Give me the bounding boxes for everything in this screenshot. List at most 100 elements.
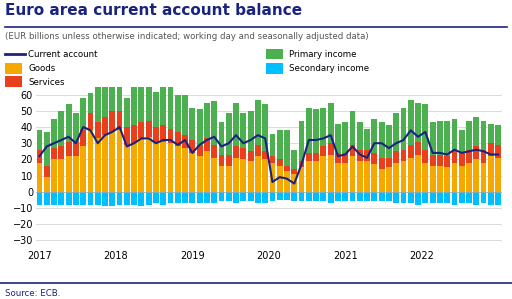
Bar <box>298 120 305 161</box>
Bar <box>58 147 64 159</box>
Bar <box>437 192 443 203</box>
Bar <box>298 161 305 167</box>
Bar <box>95 192 101 205</box>
Bar <box>197 145 203 156</box>
Bar <box>241 192 246 201</box>
Bar <box>386 158 392 167</box>
Bar <box>277 159 283 166</box>
Bar <box>328 143 334 155</box>
Bar <box>146 137 152 192</box>
Bar <box>386 167 392 192</box>
Bar <box>102 82 108 118</box>
Bar <box>102 135 108 192</box>
Bar <box>175 132 181 147</box>
Bar <box>175 147 181 192</box>
Bar <box>364 192 370 201</box>
Bar <box>459 166 464 192</box>
Bar <box>269 192 275 201</box>
Bar <box>44 177 50 192</box>
Bar <box>474 118 479 147</box>
Bar <box>80 147 86 192</box>
Bar <box>291 169 297 174</box>
Bar <box>313 109 319 153</box>
Bar <box>95 80 101 122</box>
Bar <box>197 156 203 192</box>
Bar <box>51 119 57 148</box>
Bar <box>138 122 144 138</box>
Bar <box>110 111 115 132</box>
Bar <box>160 192 166 205</box>
Bar <box>131 126 137 143</box>
Bar <box>371 192 377 201</box>
Bar <box>364 150 370 161</box>
Bar <box>248 161 253 192</box>
Bar <box>226 112 231 155</box>
Bar <box>66 104 72 142</box>
Bar <box>248 192 253 201</box>
Bar <box>219 122 224 155</box>
Bar <box>266 63 283 74</box>
Bar <box>73 112 79 142</box>
Bar <box>400 150 407 161</box>
Bar <box>437 166 443 192</box>
Bar <box>277 130 283 159</box>
Bar <box>73 156 79 192</box>
Bar <box>117 111 122 130</box>
Bar <box>36 130 42 150</box>
Bar <box>466 192 472 203</box>
Bar <box>233 192 239 203</box>
Bar <box>364 129 370 150</box>
Bar <box>226 166 231 192</box>
Bar <box>466 150 472 163</box>
Bar <box>474 192 479 205</box>
Bar <box>5 76 22 87</box>
Bar <box>306 192 312 201</box>
Bar <box>357 150 362 161</box>
Bar <box>481 192 486 203</box>
Bar <box>211 101 217 145</box>
Bar <box>219 166 224 192</box>
Bar <box>306 153 312 161</box>
Bar <box>321 156 326 192</box>
Bar <box>102 192 108 206</box>
Bar <box>189 108 195 140</box>
Bar <box>204 151 210 192</box>
Bar <box>102 118 108 135</box>
Bar <box>51 159 57 192</box>
Bar <box>408 192 414 203</box>
Bar <box>284 192 290 200</box>
Bar <box>430 155 436 166</box>
Bar <box>197 192 203 203</box>
Bar <box>58 111 64 147</box>
Bar <box>197 109 203 145</box>
Bar <box>44 166 50 177</box>
Bar <box>291 192 297 201</box>
Bar <box>175 192 181 203</box>
Bar <box>400 192 407 203</box>
Bar <box>73 142 79 156</box>
Bar <box>262 104 268 151</box>
Bar <box>422 104 428 150</box>
Bar <box>117 66 122 111</box>
Bar <box>233 158 239 192</box>
Bar <box>88 192 93 205</box>
Bar <box>313 153 319 161</box>
Bar <box>321 108 326 147</box>
Bar <box>488 124 494 143</box>
Bar <box>415 155 421 192</box>
Bar <box>95 138 101 192</box>
Bar <box>284 166 290 171</box>
Bar <box>131 143 137 192</box>
Bar <box>321 192 326 201</box>
Bar <box>350 192 355 201</box>
Bar <box>459 130 464 153</box>
Bar <box>44 192 50 205</box>
Bar <box>189 140 195 153</box>
Bar <box>422 150 428 163</box>
Bar <box>495 126 501 145</box>
Bar <box>160 80 166 126</box>
Bar <box>160 142 166 192</box>
Bar <box>117 192 122 205</box>
Bar <box>481 120 486 150</box>
Bar <box>182 135 188 148</box>
